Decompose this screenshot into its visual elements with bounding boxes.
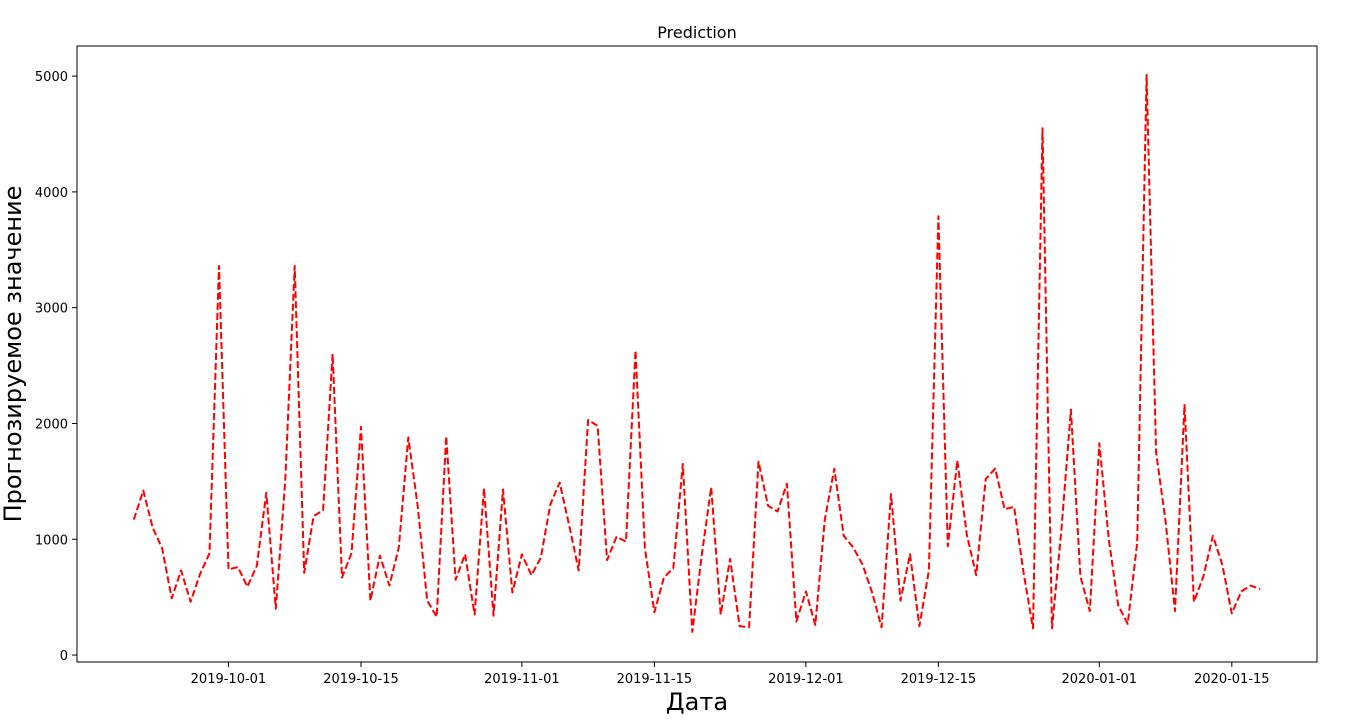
x-tick-label: 2019-11-15: [617, 672, 693, 687]
y-axis-label: Прогнозируемое значение: [0, 186, 27, 523]
y-tick-label: 4000: [35, 186, 68, 201]
y-tick-label: 0: [60, 649, 68, 664]
x-axis-ticks: 2019-10-01 2019-10-15 2019-11-01 2019-11-15…: [191, 662, 1270, 687]
plot-area: [76, 45, 1318, 663]
x-tick-label: 2019-12-15: [901, 672, 977, 687]
y-tick-label: 1000: [35, 533, 68, 548]
series-layer: [132, 73, 1261, 633]
y-axis-ticks: 0 1000 2000 3000 4000 5000: [35, 70, 77, 664]
y-tick-label: 3000: [35, 302, 68, 317]
x-tick-label: 2019-12-01: [768, 672, 844, 687]
x-tick-label: 2019-10-15: [323, 672, 399, 687]
series-line: [132, 73, 1261, 633]
x-tick-label: 2019-11-01: [484, 672, 560, 687]
y-tick-label: 2000: [35, 417, 68, 432]
chart-title: Prediction: [657, 23, 736, 42]
x-axis-label: Дата: [666, 688, 728, 716]
y-tick-label: 5000: [35, 70, 68, 85]
x-tick-label: 2020-01-15: [1194, 672, 1270, 687]
x-tick-label: 2020-01-01: [1062, 672, 1138, 687]
x-tick-label: 2019-10-01: [191, 672, 267, 687]
